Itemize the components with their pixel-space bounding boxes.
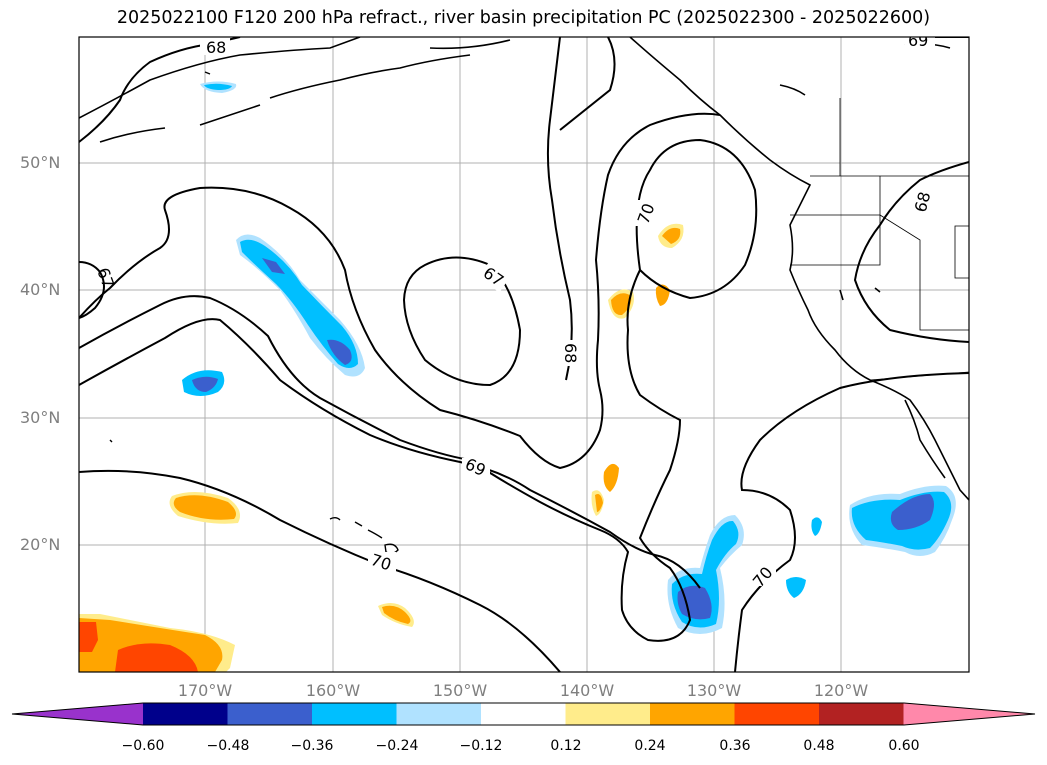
colorbar-segment [819, 703, 904, 725]
x-tick-150w: 150°W [432, 681, 488, 700]
colorbar-segment [396, 703, 482, 725]
colorbar-tick: 0.36 [719, 738, 751, 754]
fill-orange-155w-core [382, 605, 411, 624]
fill-blue-streak-mid [240, 239, 358, 368]
colorbar-tick: 0.12 [550, 738, 582, 754]
fill-blue-streak-core1 [262, 258, 285, 274]
fill-orange-139w-23n-core [595, 494, 603, 512]
fill-blue-170w-32n-core [192, 376, 218, 392]
colorbar-tick: −0.36 [290, 738, 334, 754]
colorbar-segment [734, 703, 820, 725]
colorbar-tick: −0.24 [375, 738, 419, 754]
x-tick-170w: 170°W [177, 681, 233, 700]
colorbar-outline [11, 702, 1036, 726]
contour-label-68-mid: 68 [561, 343, 580, 363]
fill-blue-115w-core [890, 494, 934, 530]
fill-red-sw2 [115, 643, 198, 672]
colorbar-segment [143, 703, 228, 725]
x-tick-140w: 140°W [559, 681, 615, 700]
colorbar-tick: −0.12 [459, 738, 503, 754]
y-tick-40n: 40°N [20, 280, 61, 299]
colorbar-tick: −0.48 [206, 738, 250, 754]
contour-label-68-top: 68 [206, 38, 226, 57]
map-title: 2025022100 F120 200 hPa refract., river … [116, 8, 931, 28]
colorbar-segment [227, 703, 313, 725]
fill-blue-170w-56n-core [204, 83, 232, 90]
colorbar-tick: 0.24 [634, 738, 666, 754]
colorbar-segment [481, 703, 566, 725]
contour-label-69-top: 69 [908, 31, 928, 50]
fill-orange-138w-25n [603, 463, 619, 492]
y-tick-30n: 30°N [20, 408, 61, 427]
fill-orange-140w-40n-core [611, 293, 632, 316]
precip-anomaly-fills [79, 81, 956, 672]
colorbar-tick: 0.48 [803, 738, 835, 754]
borders [790, 98, 969, 381]
x-tick-130w: 130°W [686, 681, 742, 700]
plot-area [79, 37, 969, 672]
refractivity-contours [79, 37, 969, 672]
colorbar-tick: 0.60 [888, 738, 920, 754]
fill-orange-170w-core [173, 495, 236, 520]
contour-label-68-east: 68 [911, 190, 935, 215]
fill-blue-130w-core [677, 585, 712, 620]
fill-red-sw [79, 622, 98, 652]
fill-blue-122w-21n [811, 517, 822, 536]
plot-frame [78, 36, 970, 673]
colorbar-segment [312, 703, 397, 725]
y-tick-20n: 20°N [20, 535, 61, 554]
fill-orange-134w-45n-core [662, 227, 681, 244]
colorbar [12, 703, 1035, 725]
colorbar-extend-low [12, 703, 143, 725]
fill-blue-streak-core2 [327, 339, 352, 365]
x-tick-160w: 160°W [305, 681, 361, 700]
colorbar-tick: −0.60 [121, 738, 165, 754]
x-tick-120w: 120°W [813, 681, 869, 700]
y-tick-50n: 50°N [20, 153, 61, 172]
gridlines [79, 37, 969, 672]
fill-blue-125w [786, 577, 806, 598]
contour-labels: 68 69 67 67 68 70 68 69 70 70 [93, 31, 935, 591]
colorbar-extend-high [903, 703, 1035, 725]
colorbar-segment [650, 703, 735, 725]
colorbar-segment [565, 703, 651, 725]
